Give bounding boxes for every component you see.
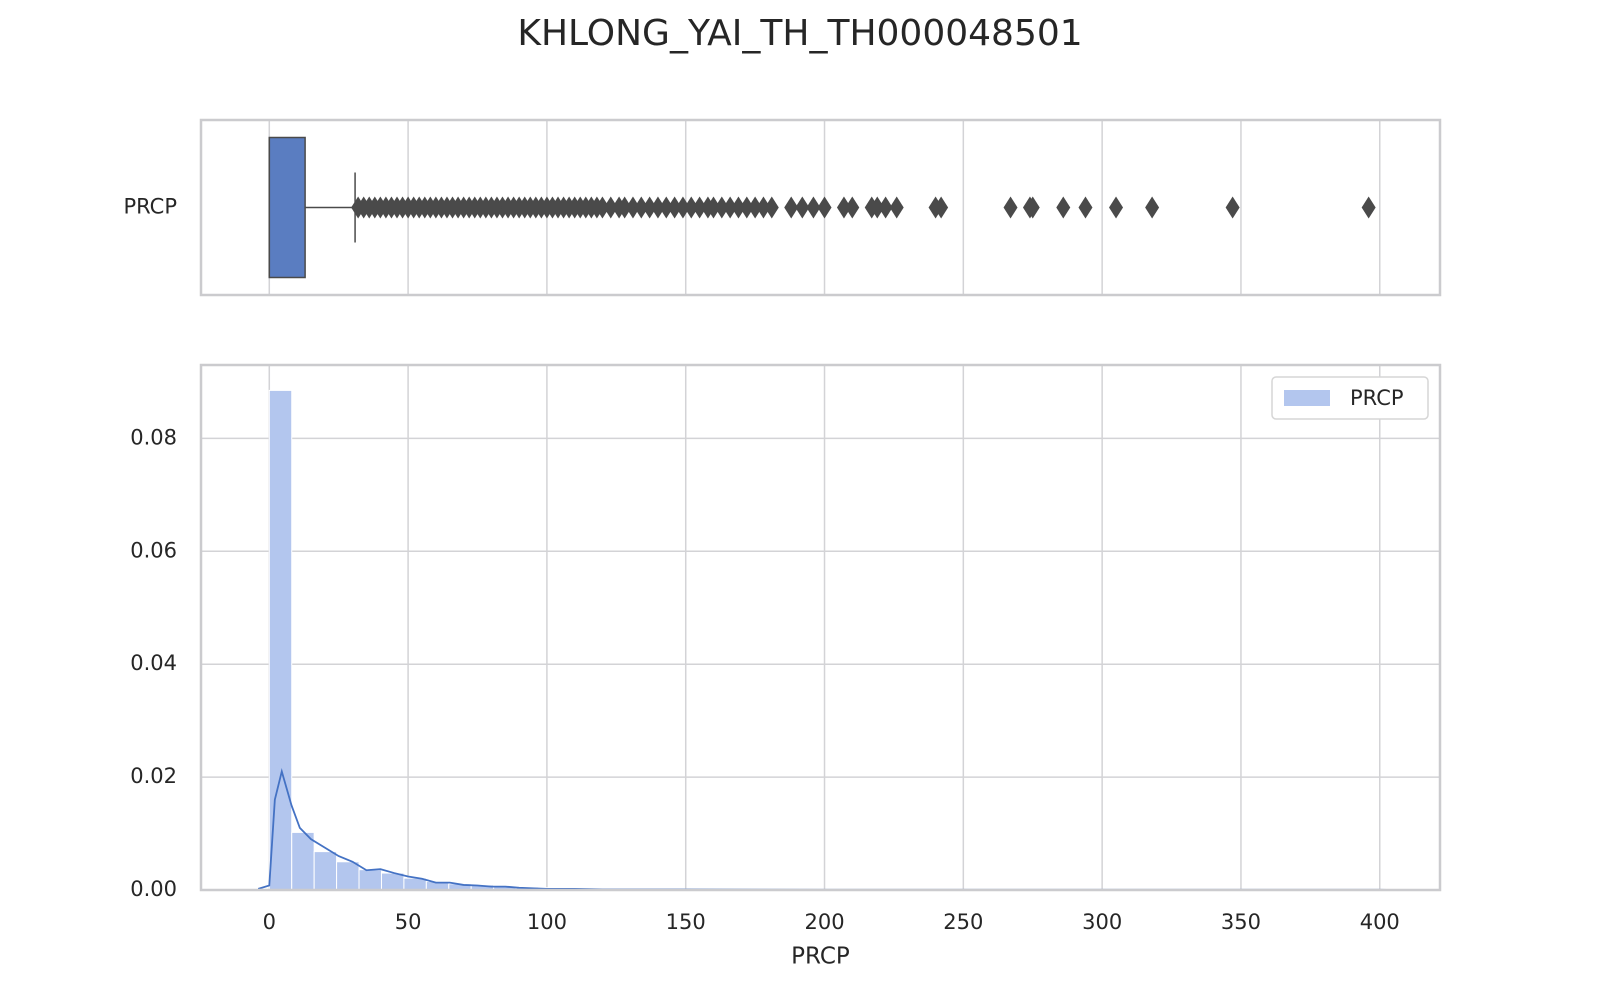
flier: [625, 196, 640, 219]
x-tick-label: 0: [263, 910, 276, 934]
flier: [1003, 196, 1018, 219]
x-tick-label: 250: [943, 910, 983, 934]
flier: [817, 196, 832, 219]
x-tick-label: 50: [395, 910, 422, 934]
kde-line: [257, 767, 1394, 891]
box: [268, 136, 306, 279]
flier: [675, 196, 690, 219]
flier: [784, 196, 799, 219]
x-tick-label: 150: [666, 910, 706, 934]
flier: [845, 196, 860, 219]
legend-swatch: [1284, 390, 1330, 406]
x-tick-label: 350: [1221, 910, 1261, 934]
figure-title: KHLONG_YAI_TH_TH000048501: [517, 13, 1082, 54]
flier: [756, 196, 771, 219]
x-tick-label: 400: [1360, 910, 1400, 934]
flier: [836, 196, 851, 219]
flier: [634, 196, 649, 219]
flier: [748, 196, 763, 219]
flier: [706, 196, 721, 219]
flier: [1145, 196, 1160, 219]
x-tick-label: 200: [804, 910, 844, 934]
flier: [1078, 196, 1093, 219]
flier: [684, 196, 699, 219]
flier: [667, 196, 682, 219]
flier: [650, 196, 665, 219]
flier: [878, 196, 893, 219]
bar: [291, 831, 315, 891]
flier: [806, 196, 821, 219]
flier: [1225, 196, 1240, 219]
frame: [199, 118, 1442, 297]
flier: [723, 196, 738, 219]
x-tick-label: 100: [527, 910, 567, 934]
flier: [889, 196, 904, 219]
flier: [595, 196, 610, 219]
bar: [358, 869, 382, 891]
x-axis-label: PRCP: [791, 944, 850, 970]
bar: [336, 861, 360, 891]
y-tick-label: 0.08: [130, 425, 177, 449]
y-tick-label: PRCP: [123, 195, 177, 219]
flier: [603, 196, 618, 219]
flier: [659, 196, 674, 219]
bar: [380, 872, 405, 891]
y-tick-label: 0.04: [130, 651, 177, 675]
flier: [1056, 196, 1071, 219]
flier: [795, 196, 810, 219]
y-tick-label: 0.06: [130, 538, 177, 562]
x-tick-label: 300: [1082, 910, 1122, 934]
flier: [1361, 196, 1376, 219]
y-tick-label: 0.00: [130, 877, 177, 901]
frame: [199, 363, 1442, 892]
flier: [870, 196, 885, 219]
legend-label: PRCP: [1350, 386, 1404, 410]
flier: [739, 196, 754, 219]
bar: [268, 389, 293, 891]
flier: [934, 196, 949, 219]
y-tick-label: 0.02: [130, 764, 177, 788]
flier: [764, 196, 779, 219]
flier: [714, 196, 729, 219]
flier: [1025, 196, 1040, 219]
flier: [731, 196, 746, 219]
legend-box: [1271, 376, 1429, 420]
flier: [1109, 196, 1124, 219]
flier: [692, 196, 707, 219]
flier: [642, 196, 657, 219]
flier: [617, 196, 632, 219]
bar: [313, 851, 338, 891]
